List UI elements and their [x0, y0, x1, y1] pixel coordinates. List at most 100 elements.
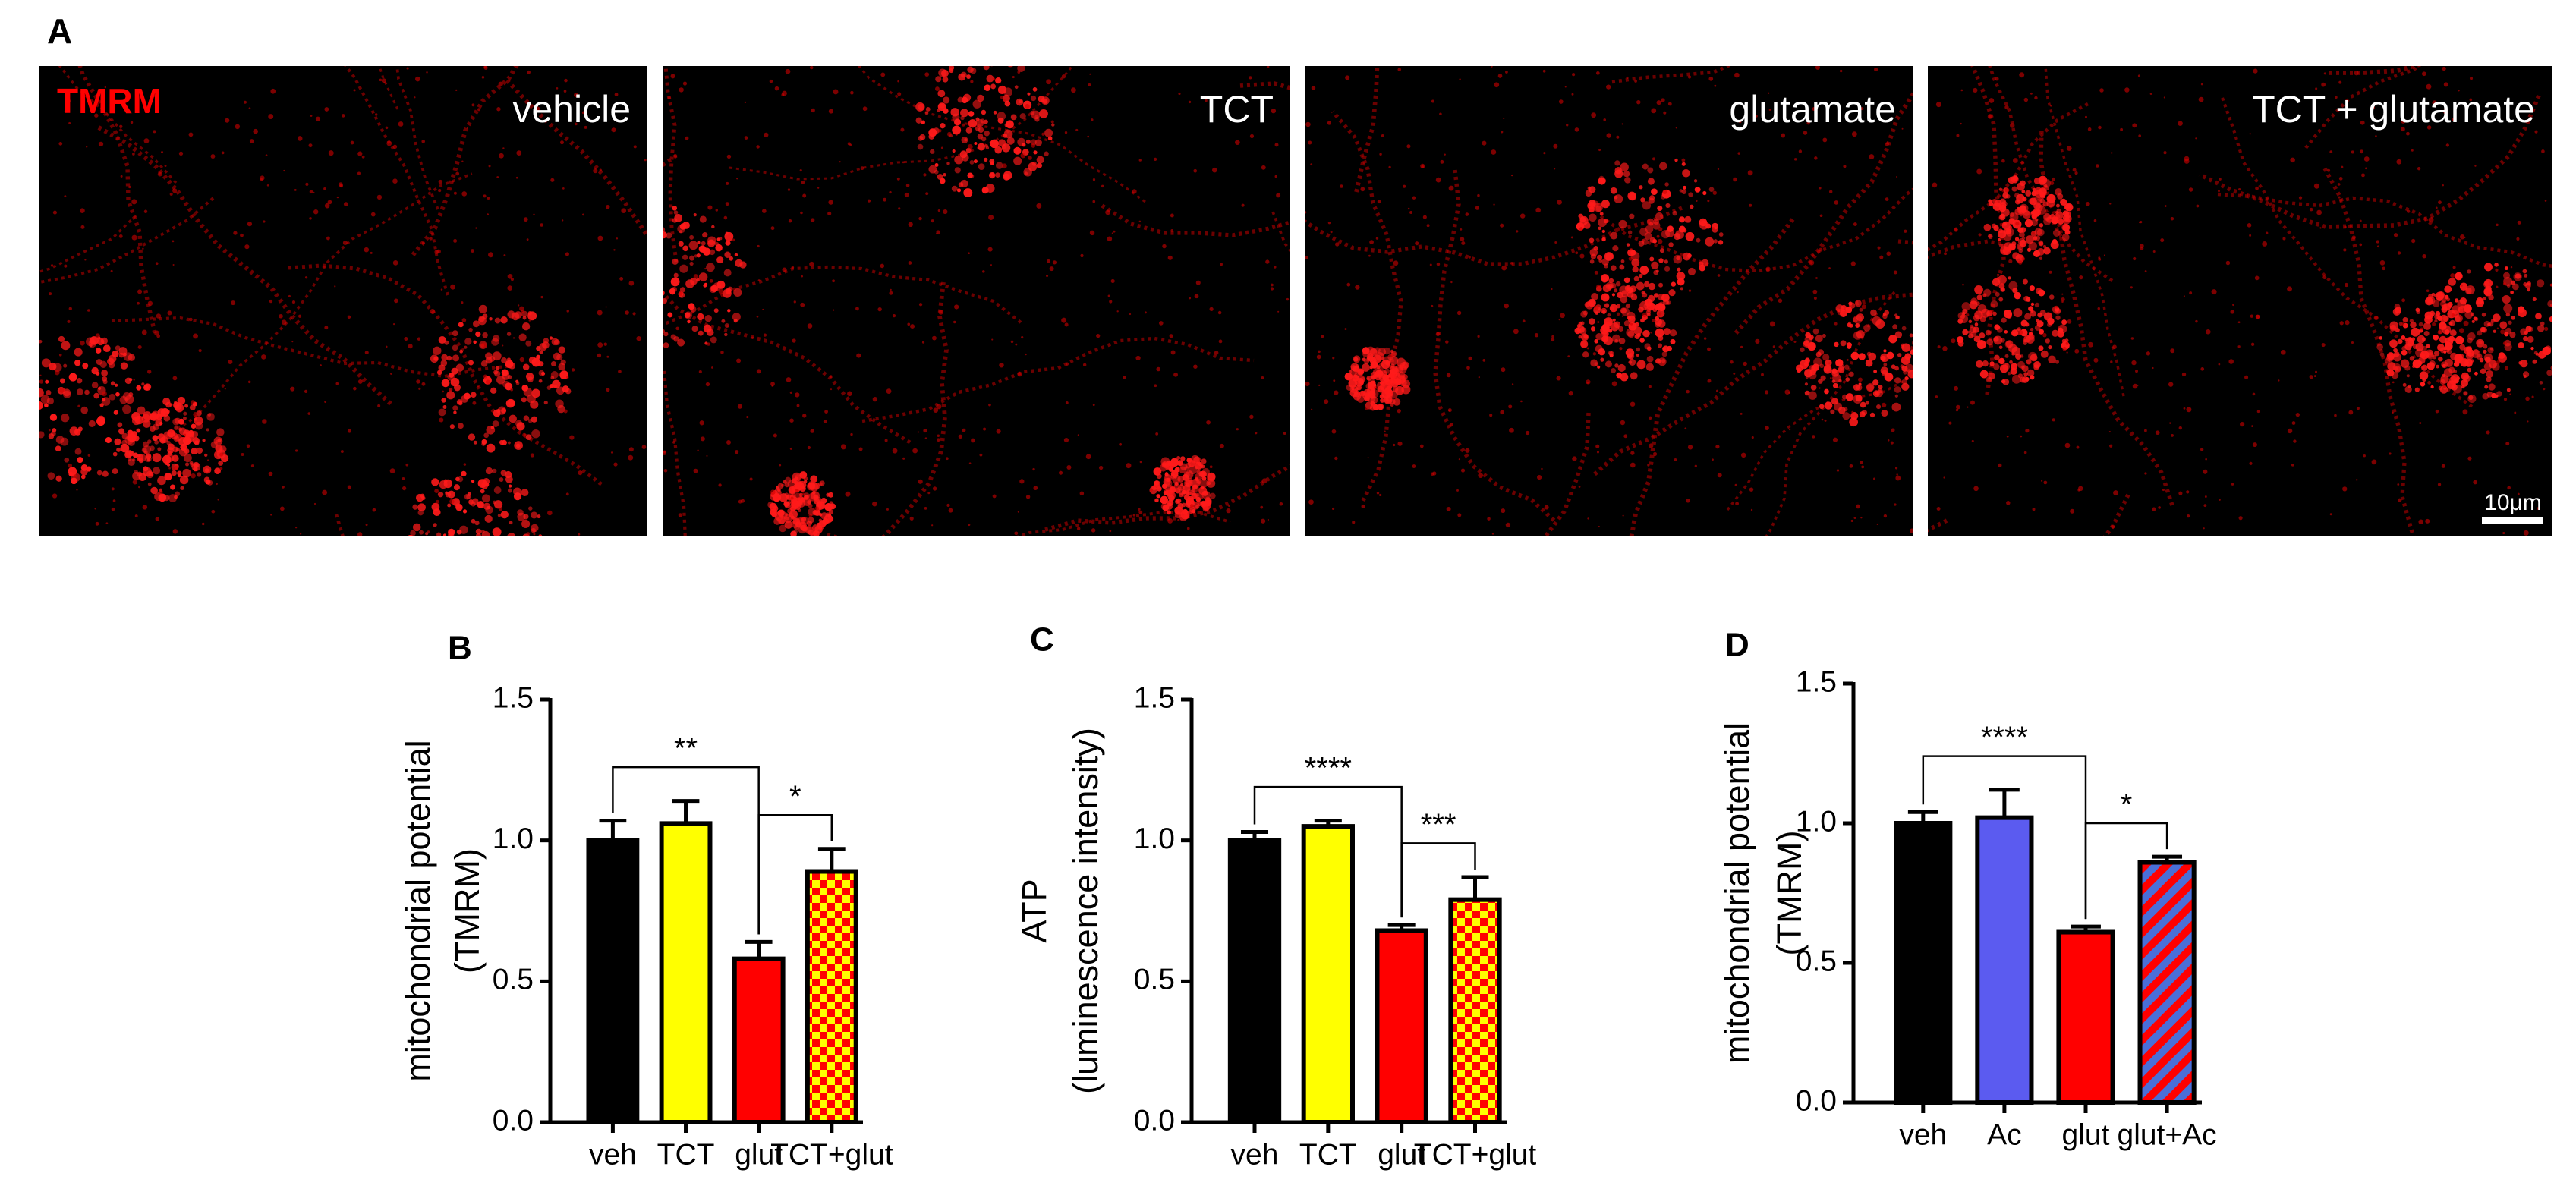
mito	[2052, 177, 2055, 181]
mito	[1599, 212, 1604, 216]
mito	[2496, 223, 2499, 227]
mito	[1465, 212, 1469, 216]
mito	[2467, 367, 2472, 373]
mito	[507, 557, 514, 564]
significance-bracket	[2084, 822, 2168, 920]
mito	[167, 443, 175, 451]
mito	[441, 379, 450, 388]
mito	[1494, 82, 1500, 88]
mito	[1815, 66, 1820, 70]
mito	[2517, 220, 2521, 225]
mito	[1420, 163, 1425, 168]
mito	[2079, 275, 2083, 280]
mito	[2422, 378, 2426, 382]
mito	[1976, 294, 1982, 300]
mito	[95, 333, 100, 338]
mito	[88, 420, 96, 427]
mito	[908, 261, 912, 265]
mito	[943, 209, 948, 215]
mito	[985, 184, 995, 193]
mito	[1969, 326, 1976, 334]
mito	[1173, 372, 1178, 377]
mito	[1642, 163, 1649, 170]
mito	[1458, 458, 1460, 461]
mito	[679, 87, 684, 93]
mito	[1644, 343, 1651, 350]
mito	[2030, 375, 2035, 380]
x-tick-label: veh	[1899, 1118, 1947, 1151]
mito	[1973, 335, 1981, 343]
mito	[1384, 430, 1386, 432]
mito	[693, 468, 698, 473]
mito	[2498, 353, 2507, 363]
mito	[2537, 325, 2545, 332]
mito	[2098, 256, 2101, 259]
mito	[291, 300, 296, 304]
mito	[1522, 319, 1526, 323]
mito	[2433, 351, 2440, 357]
mito	[1650, 332, 1652, 334]
mito	[1876, 523, 1878, 525]
mito	[118, 234, 123, 238]
mito	[2492, 363, 2500, 371]
mito	[999, 362, 1004, 368]
mito	[770, 508, 777, 516]
mito	[1585, 190, 1592, 197]
mito	[550, 178, 555, 182]
mito	[1173, 483, 1180, 489]
mito	[698, 272, 708, 281]
mito	[455, 571, 464, 580]
mito	[1510, 262, 1513, 265]
mito	[315, 116, 321, 121]
mito	[1644, 232, 1652, 241]
mito	[9, 432, 18, 442]
mito	[1520, 400, 1523, 403]
mito	[2431, 292, 2436, 297]
mito	[526, 238, 529, 241]
mito	[1705, 265, 1708, 267]
mito	[417, 337, 421, 341]
mito	[827, 211, 832, 215]
mito	[1872, 379, 1879, 386]
mito	[1333, 379, 1336, 382]
mito	[832, 279, 835, 283]
mito	[1839, 69, 1843, 73]
mito	[174, 495, 178, 499]
mito	[733, 288, 742, 297]
mito	[1376, 381, 1385, 390]
mito	[504, 542, 511, 549]
mito	[796, 517, 805, 526]
mito	[1633, 326, 1642, 335]
mito	[263, 220, 266, 223]
mito	[2036, 187, 2042, 192]
mito	[2042, 179, 2052, 188]
mito	[1681, 189, 1687, 194]
mito	[1590, 359, 1598, 367]
mito	[1456, 310, 1462, 316]
mito	[1006, 120, 1014, 129]
mito	[2338, 196, 2341, 199]
mito	[2486, 376, 2492, 382]
mito	[1714, 84, 1717, 87]
mito	[45, 379, 49, 384]
mito	[452, 344, 458, 351]
mito	[1365, 357, 1371, 362]
mito	[2508, 320, 2512, 325]
mito	[24, 355, 30, 360]
mito	[770, 382, 775, 386]
mito	[204, 468, 209, 473]
mito	[603, 342, 607, 346]
mito	[566, 376, 569, 379]
mito	[1629, 213, 1635, 219]
mito	[173, 465, 179, 471]
mito	[2506, 388, 2511, 392]
mito	[1616, 312, 1620, 316]
mito	[1895, 475, 1901, 481]
micrograph-bg	[1305, 66, 1913, 536]
mito	[1655, 316, 1660, 321]
mito	[2402, 316, 2408, 322]
mito	[1205, 496, 1211, 502]
mito	[2423, 331, 2430, 336]
mito	[1685, 231, 1695, 241]
mito	[697, 313, 704, 321]
